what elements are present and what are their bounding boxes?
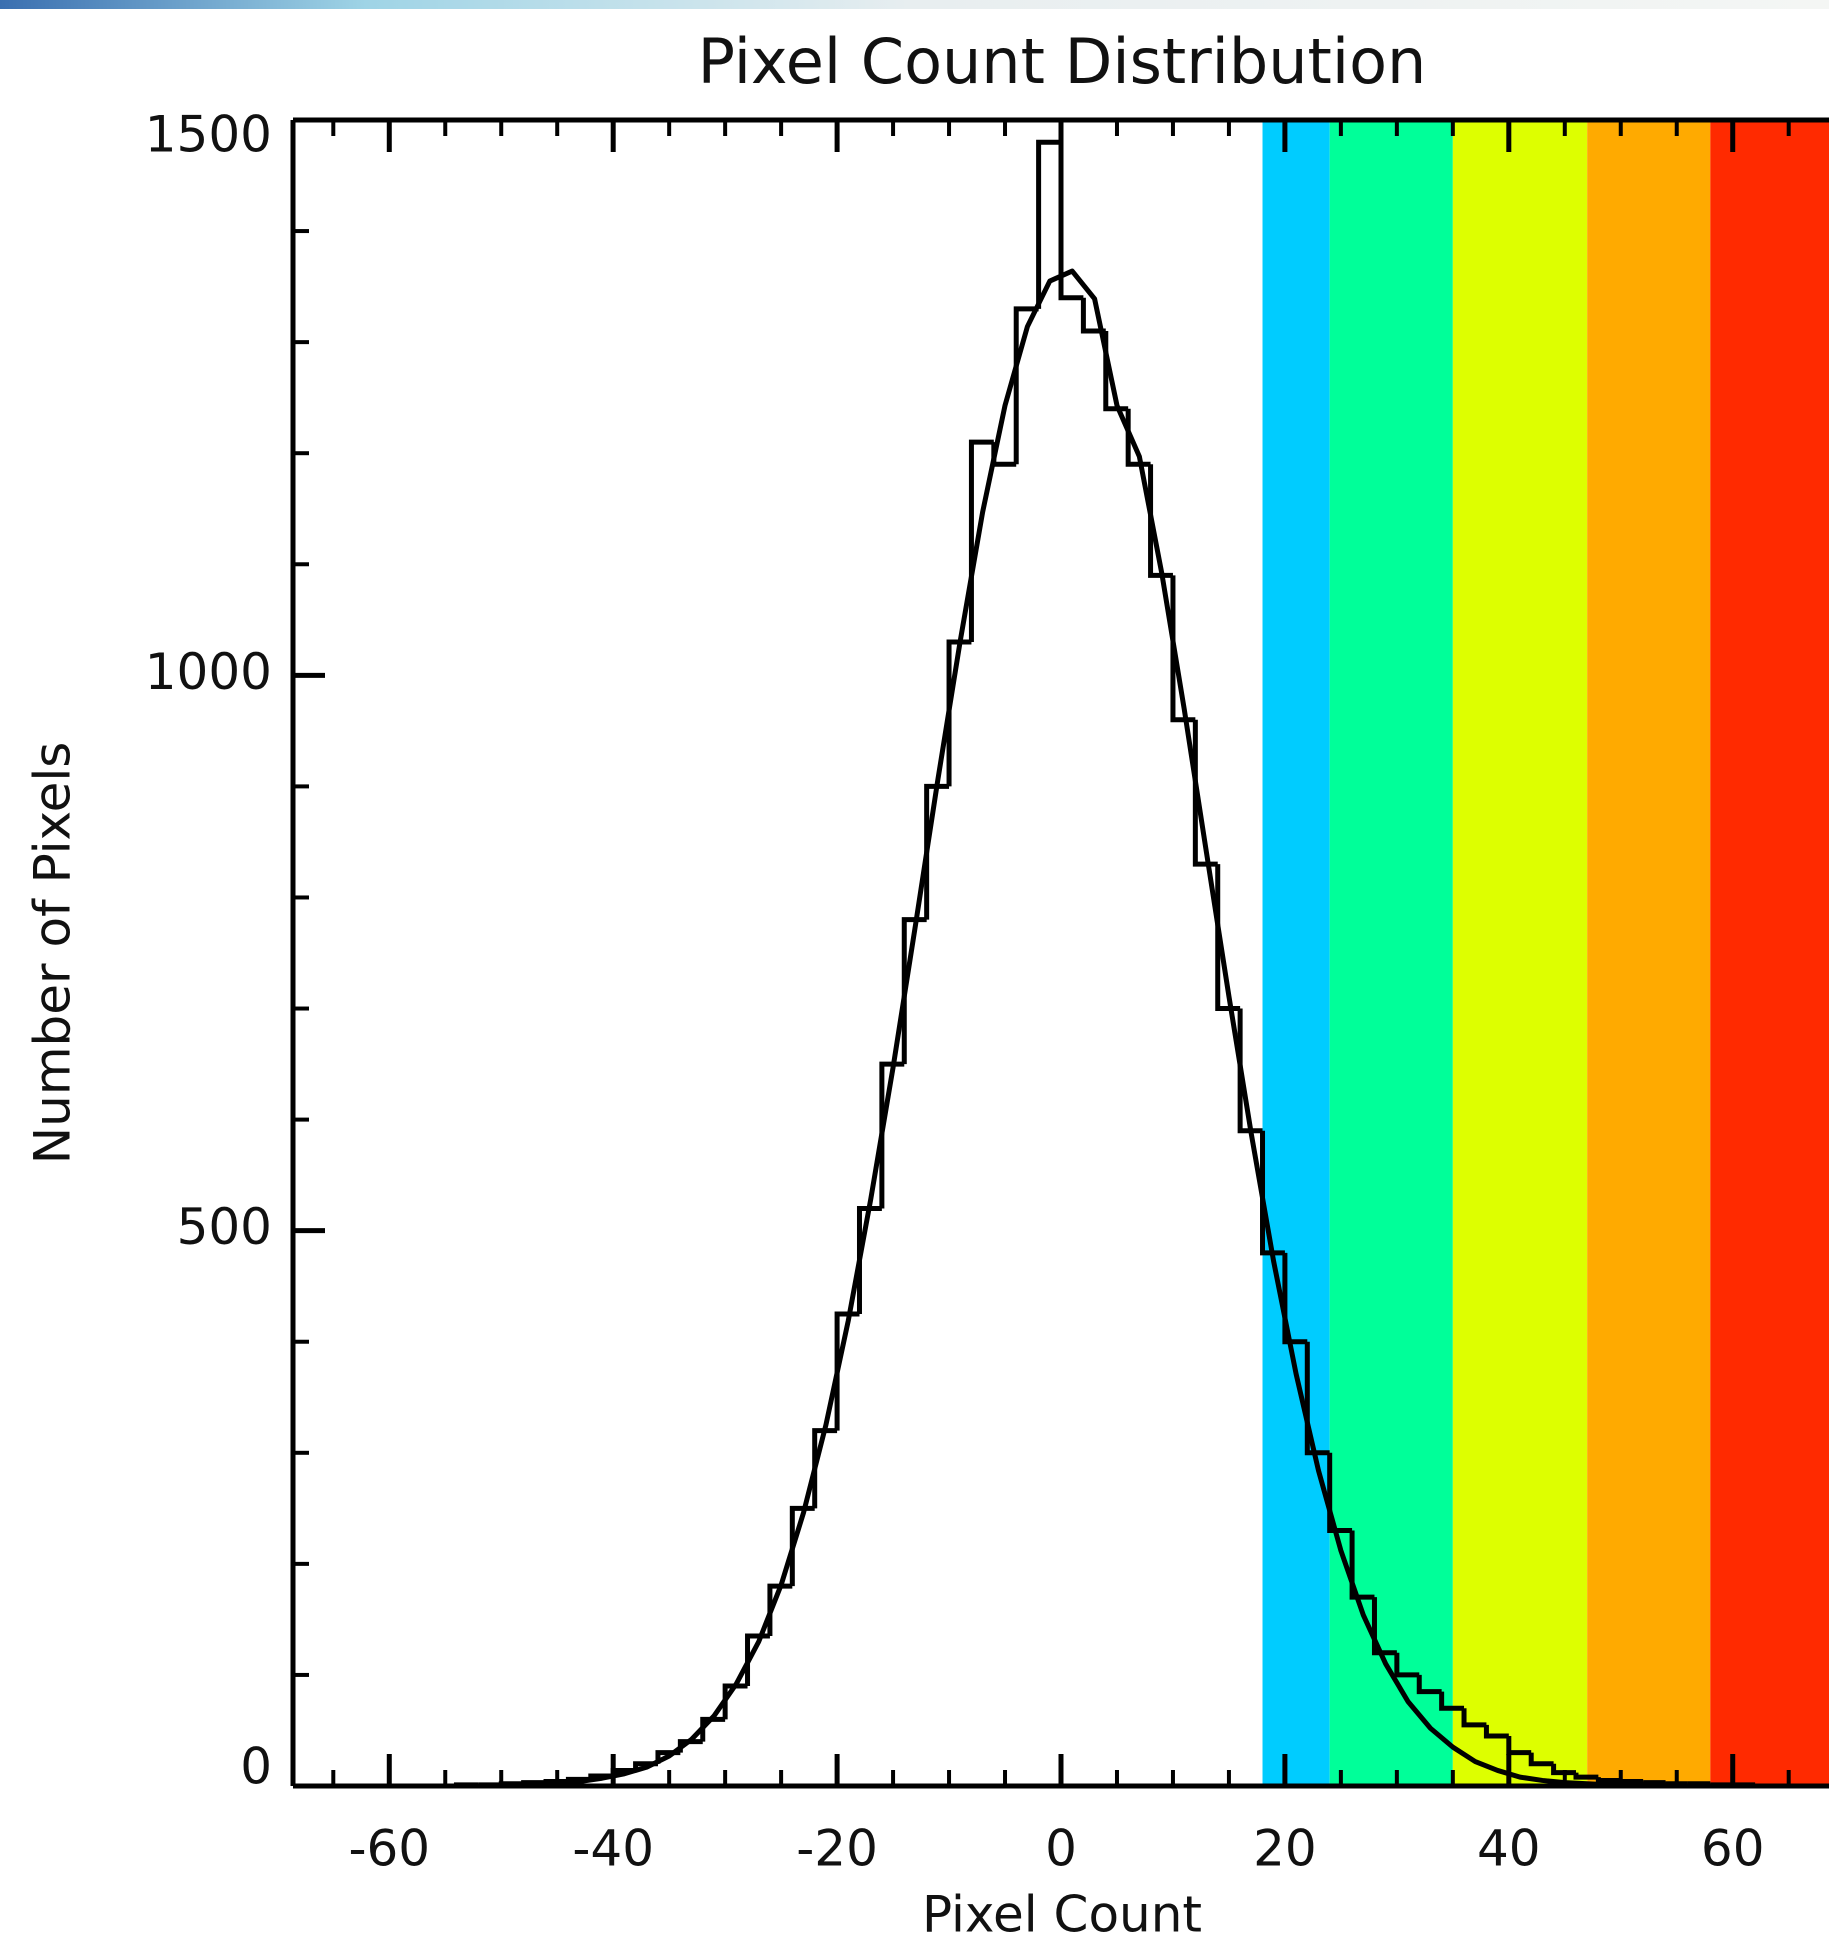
y-tick-label: 0 (240, 1738, 272, 1796)
marks (344, 139, 1823, 1789)
histogram-step (1573, 1772, 1599, 1780)
histogram-step (856, 1205, 882, 1314)
histogram-step (1551, 1763, 1576, 1776)
histogram-step (1371, 1597, 1397, 1656)
histogram-step (1036, 139, 1061, 309)
histogram-step (1528, 1752, 1554, 1767)
fit-curve (355, 268, 1812, 1789)
color-band (1329, 120, 1453, 1786)
axes: -60 -40 -20 0 20 40 60 0 500 1000 1500 (145, 106, 1829, 1878)
color-band (1587, 120, 1711, 1786)
chart-title: Pixel Count Distribution (698, 25, 1427, 98)
y-tick-label: 1000 (145, 643, 272, 701)
x-tick-label: 0 (1045, 1820, 1077, 1878)
y-axis-label: Number of Pixels (24, 742, 82, 1165)
histogram-step (1595, 1777, 1621, 1783)
histogram-step (1394, 1652, 1420, 1678)
histogram-step (789, 1505, 815, 1587)
histogram-step (1439, 1691, 1465, 1711)
histogram-step (1349, 1530, 1375, 1600)
histogram-step (1304, 1341, 1330, 1456)
histogram-step (1416, 1674, 1442, 1695)
histogram-step (1483, 1724, 1509, 1739)
histogram-step (1640, 1780, 1666, 1786)
color-band (1452, 120, 1588, 1786)
color-band (1262, 120, 1330, 1786)
x-tick-label: 20 (1253, 1820, 1317, 1878)
histogram-step (1327, 1452, 1353, 1534)
x-tick-label: 60 (1701, 1820, 1765, 1878)
histogram-step (1618, 1779, 1644, 1785)
x-tick-label: -20 (796, 1820, 878, 1878)
histogram-step (1013, 306, 1039, 465)
histogram-step (1461, 1708, 1487, 1728)
histogram-step (1058, 142, 1084, 301)
image-strip (0, 0, 1829, 9)
histogram-step (722, 1683, 748, 1720)
histogram-step (901, 917, 927, 1065)
histogram-step (879, 1061, 905, 1209)
histogram-step (1080, 297, 1106, 334)
histogram-step (1260, 1130, 1285, 1256)
histogram-step (700, 1716, 726, 1742)
bands (1262, 120, 1829, 1786)
histogram-step (1237, 1008, 1263, 1134)
histogram-step (1148, 464, 1173, 578)
x-axis-label: Pixel Count (922, 1886, 1202, 1942)
x-tick-label: -60 (348, 1820, 430, 1878)
x-tick-label: -40 (572, 1820, 654, 1878)
histogram-step (1282, 1252, 1308, 1345)
histogram-step (946, 639, 972, 787)
y-tick-label: 1500 (145, 106, 272, 164)
histogram-step (1506, 1736, 1532, 1756)
histogram-step (812, 1428, 838, 1509)
y-tick-label: 500 (177, 1198, 272, 1256)
color-band (1710, 120, 1829, 1786)
histogram-step (924, 783, 950, 920)
x-tick-label: 40 (1477, 1820, 1541, 1878)
